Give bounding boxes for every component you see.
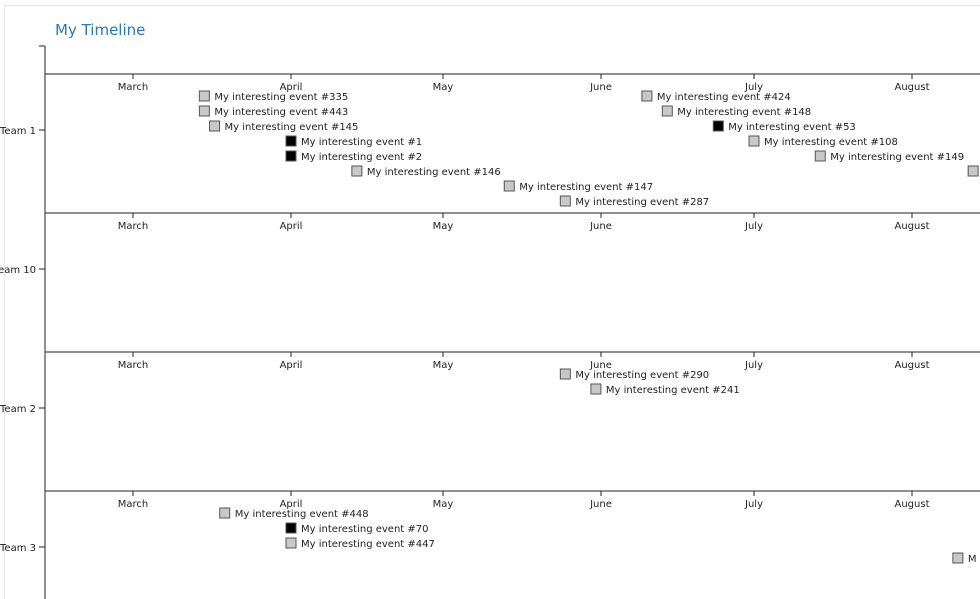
event-marker [952,552,964,564]
month-tick-label: August [895,360,930,371]
event-label: My interesting event #287 [575,197,709,208]
team-label: Team 3 [0,543,36,554]
event-label: My interesting event #149 [830,152,964,163]
month-tick-label: May [433,499,454,510]
event-label: My interesting event #335 [214,92,348,103]
month-tick-label: June [589,499,612,510]
event-marker [661,105,673,117]
month-tick-label: March [118,82,148,93]
event-marker [559,368,571,380]
team-label: Team 2 [0,404,36,415]
event-label: My interesting event #290 [575,370,709,381]
event-label: My interesting event #424 [657,92,791,103]
event-marker [285,150,297,162]
event-marker [590,383,602,395]
event-marker [748,135,760,147]
month-tick-label: June [589,82,612,93]
event-label: My interesting event #148 [677,107,811,118]
team-label: Team 10 [0,265,36,276]
month-tick-label: May [433,82,454,93]
month-tick-label: April [280,499,303,510]
chart-title: My Timeline [55,21,146,39]
event-label: My interesting event #146 [367,167,501,178]
month-tick-label: May [433,221,454,232]
month-tick-label: June [589,221,612,232]
event-label: My interesting event #147 [519,182,653,193]
chart-frame [4,5,980,599]
month-tick-label: April [280,221,303,232]
event-marker [351,165,363,177]
event-marker [503,180,515,192]
event-marker [198,90,210,102]
event-marker [814,150,826,162]
event-label: My interesting event #1 [301,137,422,148]
month-tick-label: March [118,221,148,232]
month-tick-label: July [744,221,763,232]
event-marker [219,507,231,519]
event-label: My interesting event #448 [235,509,369,520]
event-label: My interesting event #447 [301,539,435,550]
event-marker [559,195,571,207]
month-tick-label: March [118,499,148,510]
team-label: Team 1 [0,126,36,137]
month-tick-label: May [433,360,454,371]
event-label: My interesting event #70 [301,524,429,535]
event-marker [641,90,653,102]
event-marker [285,537,297,549]
event-label: My interesting event #443 [214,107,348,118]
month-tick-label: August [895,82,930,93]
event-label: My interesting event #53 [728,122,856,133]
event-marker [285,522,297,534]
event-label: M [968,554,977,565]
month-tick-label: July [744,82,763,93]
month-tick-label: June [589,360,612,371]
event-marker [198,105,210,117]
event-marker [285,135,297,147]
event-label: My interesting event #2 [301,152,422,163]
event-label: My interesting event #241 [606,385,740,396]
month-tick-label: March [118,360,148,371]
month-tick-label: July [744,360,763,371]
month-tick-label: July [744,499,763,510]
event-marker [967,165,979,177]
month-tick-label: August [895,221,930,232]
month-tick-label: August [895,499,930,510]
month-tick-label: April [280,82,303,93]
month-tick-label: April [280,360,303,371]
event-marker [712,120,724,132]
event-label: My interesting event #108 [764,137,898,148]
event-marker [209,120,221,132]
event-label: My interesting event #145 [225,122,359,133]
